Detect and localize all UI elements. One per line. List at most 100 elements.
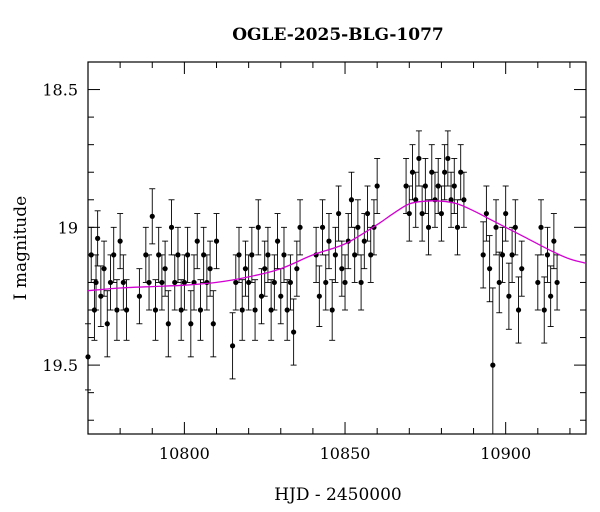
data-point (120, 279, 126, 286)
data-point (438, 210, 445, 217)
data-point (136, 293, 143, 299)
data-point (249, 252, 255, 258)
x-tick-label: 10850 (320, 444, 371, 463)
data-point (329, 307, 335, 313)
data-point (535, 279, 541, 286)
data-point (432, 197, 438, 203)
data-point (194, 238, 200, 244)
data-point (548, 293, 554, 299)
data-point (361, 238, 367, 244)
data-point (265, 252, 271, 258)
data-point (111, 252, 117, 258)
data-point (326, 238, 332, 244)
data-point (91, 307, 98, 313)
data-point (291, 329, 297, 335)
data-point (146, 279, 152, 286)
y-tick-label: 19 (58, 218, 78, 237)
data-point (416, 155, 422, 162)
model-curve (87, 200, 587, 292)
data-point (201, 252, 207, 258)
data-point (258, 293, 265, 299)
data-point (409, 169, 416, 175)
data-point (246, 279, 252, 286)
data-point (165, 321, 171, 327)
data-point (503, 210, 509, 217)
data-point (178, 307, 184, 313)
data-point (268, 307, 274, 313)
data-point (425, 224, 432, 230)
data-point (236, 252, 242, 258)
data-point (210, 321, 216, 327)
data-point (197, 307, 204, 313)
data-point (175, 252, 181, 258)
data-point (297, 224, 303, 230)
data-point (419, 210, 425, 217)
data-point (448, 197, 454, 203)
data-point (519, 266, 525, 272)
y-tick-label: 19.5 (42, 356, 78, 375)
data-point (342, 279, 348, 286)
data-point (85, 354, 91, 360)
data-point (149, 213, 155, 219)
y-axis-label: I magnitude (11, 196, 31, 300)
data-point (262, 266, 268, 272)
chart-title: OGLE-2025-BLG-1077 (232, 25, 444, 45)
data-point (271, 279, 277, 286)
data-point (403, 183, 409, 189)
data-point (284, 307, 290, 313)
data-point (332, 252, 338, 258)
data-point (509, 252, 515, 258)
data-point (339, 266, 345, 272)
data-point (442, 169, 448, 175)
data-point (538, 224, 544, 230)
data-point (374, 183, 380, 189)
data-point (181, 279, 187, 286)
data-point (274, 238, 281, 244)
y-tick-label: 18.5 (42, 81, 78, 100)
data-point (355, 224, 361, 230)
data-point (101, 266, 107, 272)
data-point (413, 197, 419, 203)
data-point (323, 279, 329, 286)
data-point (95, 235, 101, 241)
data-point (551, 238, 557, 244)
data-point (496, 279, 502, 286)
error-bars (85, 130, 561, 435)
data-point (490, 362, 496, 368)
data-points (85, 155, 560, 368)
data-point (336, 210, 342, 217)
axis-ticks (87, 61, 586, 434)
data-point (554, 279, 560, 286)
data-point (278, 293, 284, 299)
data-point (188, 321, 194, 327)
data-point (242, 266, 249, 272)
data-point (152, 307, 159, 313)
data-point (544, 252, 551, 258)
data-point (88, 252, 94, 258)
data-point (422, 183, 428, 189)
data-point (239, 307, 245, 313)
data-point (156, 252, 162, 258)
y-tick-labels: 18.5 19 19.5 (42, 81, 78, 376)
data-point (480, 252, 486, 258)
data-point (541, 307, 547, 313)
data-point (98, 293, 104, 299)
data-point (445, 155, 451, 162)
data-point (506, 293, 512, 299)
data-point (454, 224, 461, 230)
data-point (107, 279, 114, 286)
data-point (168, 224, 175, 230)
data-point (319, 224, 326, 230)
data-point (117, 238, 123, 244)
data-point (294, 266, 300, 272)
data-point (162, 266, 168, 272)
x-tick-label: 10900 (480, 444, 531, 463)
plot-frame (87, 61, 587, 435)
data-point (406, 210, 412, 217)
data-point (435, 183, 441, 189)
data-point (493, 224, 499, 230)
data-point (451, 183, 457, 189)
data-point (281, 252, 287, 258)
data-point (483, 210, 489, 217)
